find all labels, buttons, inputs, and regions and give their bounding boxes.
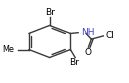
Text: Cl: Cl	[106, 31, 115, 40]
Text: Br: Br	[69, 58, 79, 67]
Text: NH: NH	[81, 28, 95, 37]
Text: Me: Me	[3, 45, 14, 54]
Text: O: O	[85, 47, 92, 57]
Text: Br: Br	[45, 8, 55, 17]
